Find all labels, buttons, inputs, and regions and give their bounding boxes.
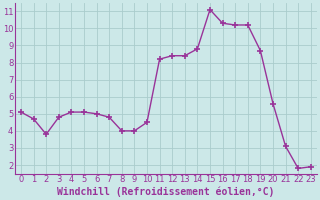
X-axis label: Windchill (Refroidissement éolien,°C): Windchill (Refroidissement éolien,°C) <box>57 187 275 197</box>
